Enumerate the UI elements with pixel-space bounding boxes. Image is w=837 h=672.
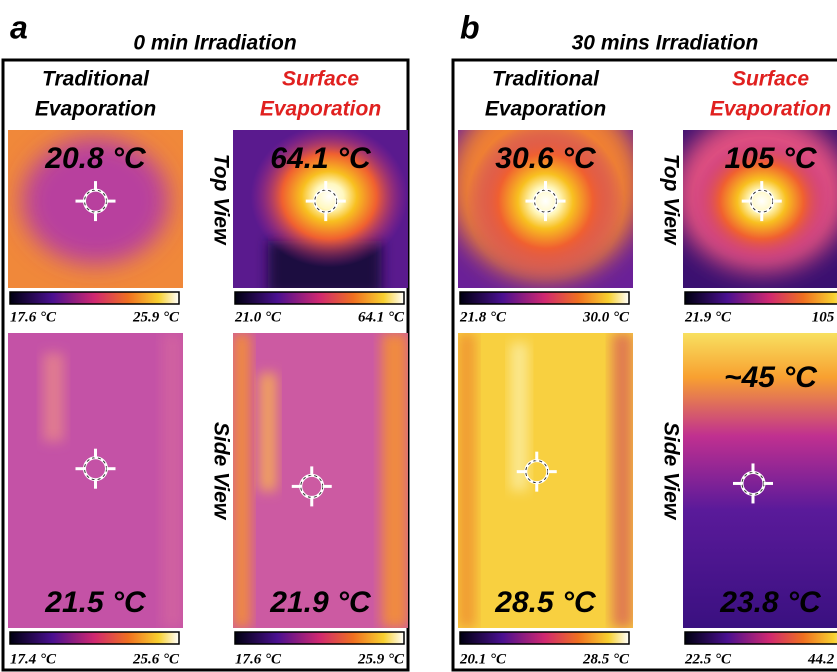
temperature-label: 20.8 °C xyxy=(44,142,147,175)
glow xyxy=(466,130,625,281)
column-header: Traditional xyxy=(492,68,600,91)
spot xyxy=(22,137,169,265)
panel-letter: b xyxy=(460,9,480,45)
row-label: Top View xyxy=(659,154,682,246)
colorbar-min: 21.8 °C xyxy=(459,309,507,325)
temperature-label: 105 °C xyxy=(724,142,817,175)
colorbar-min: 21.0 °C xyxy=(234,309,282,325)
colorbar-min: 21.9 °C xyxy=(684,309,732,325)
panel-frame xyxy=(451,58,837,672)
temperature-label: 21.9 °C xyxy=(269,586,372,619)
row-label: Side View xyxy=(209,422,232,521)
row-label: Side View xyxy=(659,422,682,521)
edge xyxy=(381,333,408,628)
column-header: Surface xyxy=(732,68,809,91)
column-header: Evaporation xyxy=(485,98,606,121)
column-header: Surface xyxy=(282,68,359,91)
thermal-image xyxy=(233,333,408,628)
column-header: Evaporation xyxy=(710,98,831,121)
colorbar xyxy=(234,291,405,305)
colorbar-min: 20.1 °C xyxy=(459,651,507,667)
column-header: Evaporation xyxy=(35,98,156,121)
column-header: Evaporation xyxy=(260,98,381,121)
colorbar xyxy=(9,631,180,645)
colorbar-min: 17.6 °C xyxy=(235,651,282,667)
temperature-label: 28.5 °C xyxy=(494,586,597,619)
colorbar-min: 22.5 °C xyxy=(684,651,732,667)
colorbar-max: 64.1 °C xyxy=(358,309,405,325)
colorbar-max: 44.2 °C xyxy=(807,651,837,667)
edge xyxy=(458,333,476,628)
temperature-label: 21.5 °C xyxy=(44,586,147,619)
colorbar-min: 17.6 °C xyxy=(10,309,57,325)
colorbar xyxy=(684,631,837,645)
row-label: Top View xyxy=(209,154,232,246)
colorbar-max: 30.0 °C xyxy=(582,309,630,325)
column-header: Traditional xyxy=(42,68,150,91)
edge xyxy=(612,333,633,628)
colorbar xyxy=(459,631,630,645)
colorbar-max: 105 °C xyxy=(812,309,837,325)
colorbar-max: 25.9 °C xyxy=(132,309,180,325)
temperature-label: 64.1 °C xyxy=(270,142,372,175)
colorbar-max: 25.9 °C xyxy=(357,651,405,667)
colorbar xyxy=(459,291,630,305)
glow xyxy=(691,137,832,265)
temperature-label: 23.8 °C xyxy=(719,586,822,619)
glow xyxy=(250,130,408,268)
colorbar xyxy=(9,291,180,305)
edge xyxy=(233,333,251,628)
colorbar xyxy=(234,631,405,645)
thermal-image xyxy=(8,130,183,288)
temperature-label: ~45 °C xyxy=(724,361,818,394)
colorbar-max: 25.6 °C xyxy=(132,651,180,667)
stripe xyxy=(510,343,528,491)
thermal-image xyxy=(683,333,837,628)
colorbar-min: 17.4 °C xyxy=(10,651,57,667)
panel-title: 0 min Irradiation xyxy=(133,32,296,55)
temperature-label: 30.6 °C xyxy=(495,142,597,175)
panel-title: 30 mins Irradiation xyxy=(572,32,759,55)
bg xyxy=(683,333,837,628)
colorbar-max: 28.5 °C xyxy=(582,651,630,667)
thermal-image xyxy=(233,130,408,288)
colorbar xyxy=(684,291,837,305)
thermal-image xyxy=(683,130,837,288)
thermal-image xyxy=(458,130,633,288)
stripe xyxy=(43,353,64,442)
edge xyxy=(162,333,183,628)
panel-letter: a xyxy=(10,9,28,45)
stripe xyxy=(259,373,277,491)
